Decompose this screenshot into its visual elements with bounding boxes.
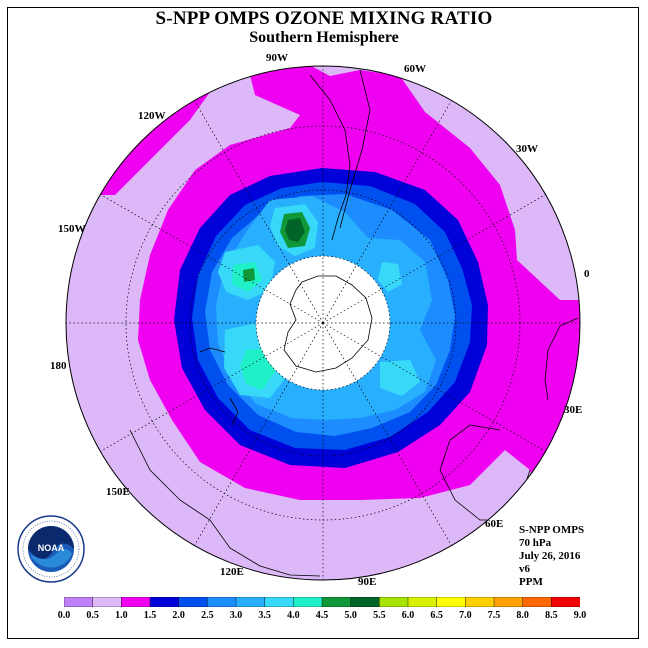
noaa-logo: NOAA [17,515,85,583]
colorbar-segment [235,597,266,607]
info-date: July 26, 2016 [519,550,581,562]
colorbar-tick-label: 4.5 [315,610,329,621]
lon-label-150w: 150W [58,223,86,235]
colorbar-segment [178,597,208,607]
lon-label-60w: 60W [404,63,426,75]
colorbar-segment [92,597,122,607]
colorbar-tick-label: 0.0 [57,610,71,621]
colorbar-tick-label: 1.0 [115,610,128,621]
colorbar-tick-label: 8.0 [516,610,529,621]
map-boundary [65,65,581,581]
lon-label-90e: 90E [358,576,377,588]
colorbar-tick-label: 7.5 [487,610,501,621]
colorbar-segment [321,597,352,607]
colorbar-tick-label: 6.0 [401,610,415,621]
lon-label-150e: 150E [106,486,130,498]
svg-text:NOAA: NOAA [38,543,65,553]
colorbar-segment [436,597,466,607]
page-subtitle: Southern Hemisphere [249,29,399,46]
colorbar-segment [149,597,180,607]
lon-label-60e: 60E [485,518,504,530]
ozone-band-4-5-b [243,268,255,282]
lon-label-30e: 30E [564,404,583,416]
colorbar-segment [350,597,380,607]
colorbar-tick-label: 2.0 [172,610,185,621]
colorbar-tick-label: 3.0 [229,610,243,621]
page-title: S-NPP OMPS OZONE MIXING RATIO [155,8,493,29]
colorbar-tick-label: 1.5 [143,610,157,621]
colorbar [64,597,580,607]
colorbar-segment [379,597,409,607]
info-version: v6 [519,563,530,575]
lon-label-0: 0 [584,268,590,280]
info-level: 70 hPa [519,537,552,549]
ozone-band-3-5-d [380,360,420,396]
colorbar-segment [64,597,94,607]
colorbar-tick-label: 7.0 [459,610,472,621]
colorbar-segment [121,597,151,607]
antarctica-coastline [283,275,373,373]
colorbar-tick-label: 5.0 [344,610,357,621]
lon-label-120e: 120E [220,566,244,578]
colorbar-tick-label: 8.5 [545,610,558,621]
lon-label-120w: 120W [138,110,166,122]
south-america-coastline [309,69,371,241]
info-units: PPM [519,576,543,588]
colorbar-tick-label: 6.5 [430,610,443,621]
lon-label-180: 180 [50,360,67,372]
colorbar-tick-label: 5.5 [373,610,386,621]
colorbar-segment [407,597,438,607]
asia-coastline [129,429,321,577]
africa-coastline [544,317,579,401]
colorbar-tick-label: 0.5 [86,610,99,621]
colorbar-tick-label: 4.0 [287,610,300,621]
lon-label-90w: 90W [266,52,288,64]
graticule-meridians [66,66,580,580]
new-zealand-coastline [199,347,239,426]
colorbar-tick-label: 9.0 [573,610,587,621]
map-frame [7,7,639,639]
colorbar-segment [264,597,294,607]
ozone-band-3-5-e [378,262,402,292]
colorbar-segment [465,597,495,607]
ozone-band-5-0 [285,218,305,242]
colorbar-segment [551,597,580,607]
colorbar-tick-label: 3.5 [258,610,271,621]
colorbar-segment [522,597,552,607]
colorbar-segment [493,597,524,607]
lon-label-30w: 30W [516,143,538,155]
info-instrument: S-NPP OMPS [519,524,585,536]
info-block: S-NPP OMPS 70 hPa July 26, 2016 v6 PPM [519,524,584,589]
colorbar-segment [207,597,237,607]
graticule-parallels [125,125,521,521]
ozone-band-1-0-northwest [100,92,210,195]
colorbar-segment [293,597,323,607]
colorbar-tick-label: 2.5 [201,610,214,621]
